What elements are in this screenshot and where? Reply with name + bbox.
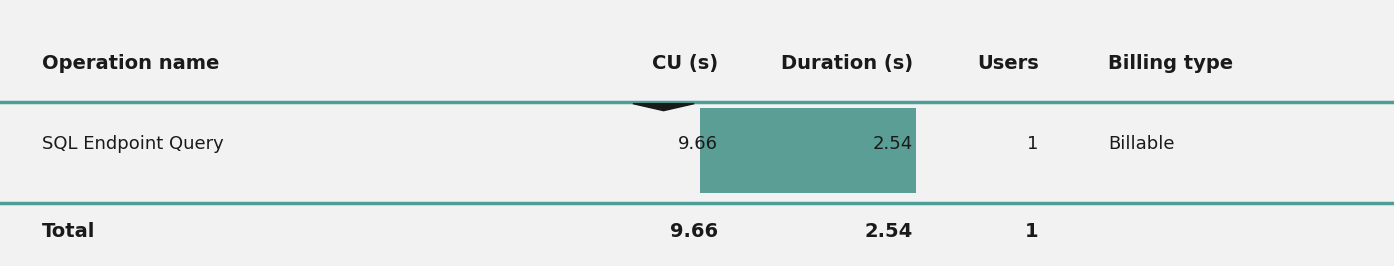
Text: CU (s): CU (s) xyxy=(652,54,718,73)
Text: Billable: Billable xyxy=(1108,135,1175,153)
Text: 9.66: 9.66 xyxy=(669,222,718,241)
Text: 1: 1 xyxy=(1027,135,1039,153)
Text: Operation name: Operation name xyxy=(42,54,219,73)
Text: 2.54: 2.54 xyxy=(873,135,913,153)
Text: 9.66: 9.66 xyxy=(677,135,718,153)
Text: 1: 1 xyxy=(1025,222,1039,241)
Text: SQL Endpoint Query: SQL Endpoint Query xyxy=(42,135,223,153)
Text: Billing type: Billing type xyxy=(1108,54,1234,73)
Polygon shape xyxy=(633,104,694,111)
Bar xyxy=(700,108,916,193)
Text: Duration (s): Duration (s) xyxy=(781,54,913,73)
Text: Users: Users xyxy=(977,54,1039,73)
Text: Total: Total xyxy=(42,222,95,241)
Text: 2.54: 2.54 xyxy=(864,222,913,241)
